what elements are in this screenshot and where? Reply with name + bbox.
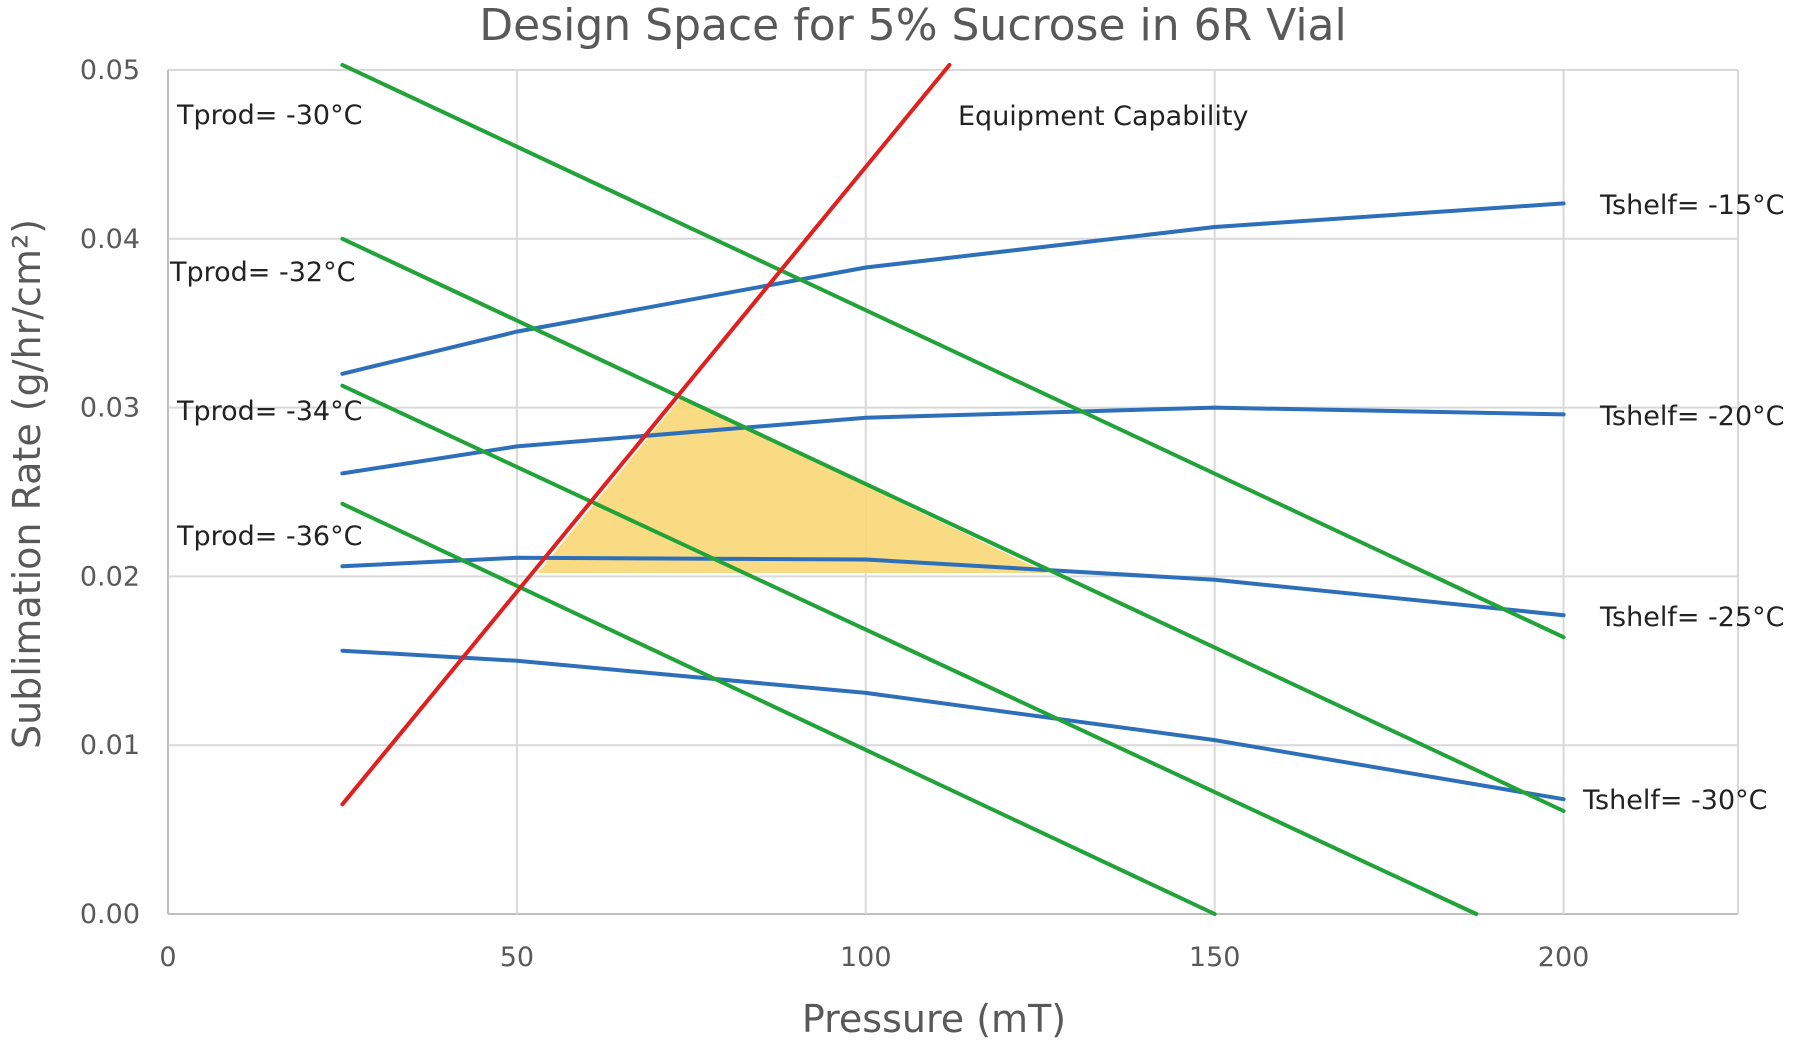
shelf-temperature-line bbox=[340, 648, 1566, 802]
product-temperature-lines bbox=[340, 62, 1566, 916]
x-tick-label: 50 bbox=[500, 942, 534, 973]
y-tick-label: 0.04 bbox=[80, 224, 140, 255]
y-tick-label: 0.01 bbox=[80, 730, 140, 761]
product-temperature-label: Tprod= -30°C bbox=[176, 100, 362, 131]
product-temperature-label: Tprod= -36°C bbox=[176, 521, 362, 552]
product-temperature-label: Tprod= -34°C bbox=[176, 396, 362, 427]
y-tick-label: 0.05 bbox=[80, 55, 140, 86]
shelf-temperature-label: Tshelf= -25°C bbox=[1599, 602, 1784, 633]
shelf-temperature-label: Tshelf= -20°C bbox=[1599, 401, 1784, 432]
equipment-capability-label: Equipment Capability bbox=[958, 101, 1248, 132]
product-temperature-line bbox=[340, 383, 1479, 916]
product-temperature-line bbox=[340, 236, 1566, 813]
shelf-temperature-lines bbox=[340, 201, 1566, 802]
y-axis-label: Sublimation Rate (g/hr/cm²) bbox=[5, 219, 49, 749]
annotations: Tshelf= -15°C Tshelf= -20°C Tshelf= -25°C T… bbox=[169, 100, 1784, 816]
x-tick-label: 100 bbox=[840, 942, 892, 973]
x-tick-label: 150 bbox=[1189, 942, 1241, 973]
y-tick-label: 0.03 bbox=[80, 393, 140, 424]
shelf-temperature-line bbox=[340, 555, 1566, 618]
shelf-temperature-label: Tshelf= -30°C bbox=[1582, 785, 1767, 816]
shelf-temperature-line bbox=[340, 201, 1566, 376]
chart-title: Design Space for 5% Sucrose in 6R Vial bbox=[479, 0, 1346, 51]
grid bbox=[167, 69, 1739, 915]
y-tick-label: 0.00 bbox=[80, 899, 140, 930]
product-temperature-line bbox=[340, 62, 1566, 640]
x-tick-label: 0 bbox=[159, 942, 176, 973]
product-temperature-label: Tprod= -32°C bbox=[169, 257, 355, 288]
y-tick-label: 0.02 bbox=[80, 561, 140, 592]
equipment-capability-layer bbox=[340, 62, 952, 807]
equipment-capability-line bbox=[340, 62, 952, 807]
design-space-region bbox=[537, 397, 1048, 573]
shelf-temperature-label: Tshelf= -15°C bbox=[1599, 190, 1784, 221]
shelf-temperature-line bbox=[340, 405, 1566, 476]
product-temperature-line bbox=[340, 501, 1217, 916]
x-axis-label: Pressure (mT) bbox=[802, 997, 1066, 1041]
x-tick-label: 200 bbox=[1538, 942, 1590, 973]
design-space-region-layer bbox=[537, 397, 1048, 573]
tick-labels: 0.00 0.01 0.02 0.03 0.04 0.05 0 50 100 150 200 bbox=[80, 55, 1589, 973]
